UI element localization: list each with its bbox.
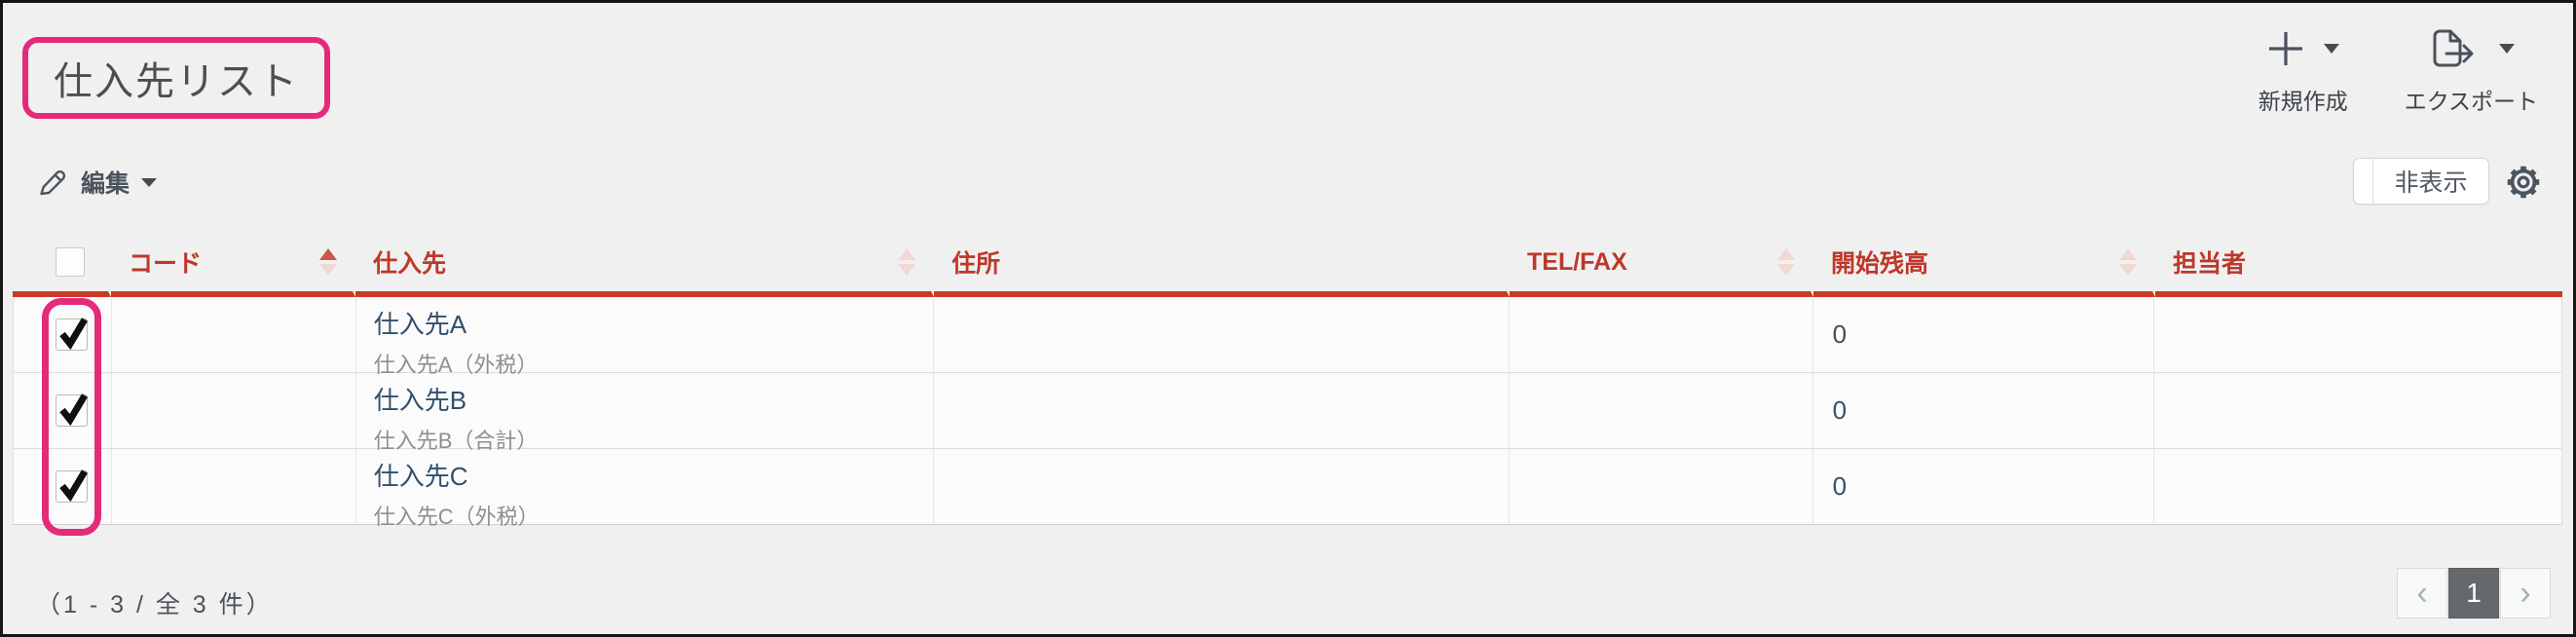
- table-row[interactable]: 仕入先C 仕入先C（外税） 0: [14, 449, 2561, 529]
- hide-button[interactable]: 非表示: [2353, 158, 2489, 205]
- cell-telfax: [1510, 373, 1813, 448]
- cell-address: [934, 449, 1510, 524]
- cell-code: [112, 373, 356, 448]
- hide-button-left-segment: [2354, 159, 2373, 204]
- cell-balance: 0: [1813, 297, 2155, 372]
- table-header-row: コード 仕入先 住所 TEL/FAX 開始残高 担当者: [13, 233, 2562, 297]
- cell-code: [112, 297, 356, 372]
- row-checkbox-cell: [14, 373, 112, 448]
- column-header-telfax[interactable]: TEL/FAX: [1510, 233, 1813, 297]
- supplier-sublabel: 仕入先B（合計）: [373, 429, 539, 453]
- sort-arrows-balance-icon[interactable]: [2119, 248, 2137, 276]
- select-all-checkbox[interactable]: [56, 247, 85, 277]
- cell-supplier: 仕入先B 仕入先B（合計）: [356, 373, 935, 453]
- gear-icon: [2507, 166, 2540, 199]
- supplier-link[interactable]: 仕入先B: [373, 386, 467, 415]
- pencil-icon: [40, 170, 66, 196]
- table-body: 仕入先A 仕入先A（外税） 0 仕入先B 仕入先B（合計）: [13, 297, 2562, 529]
- cell-supplier: 仕入先A 仕入先A（外税）: [356, 297, 935, 377]
- cell-supplier: 仕入先C 仕入先C（外税）: [356, 449, 935, 529]
- page-title-highlight: 仕入先リスト: [22, 37, 330, 119]
- cell-telfax: [1510, 297, 1813, 372]
- edit-dropdown-caret-icon[interactable]: [141, 177, 158, 187]
- row-checkbox-checked[interactable]: [56, 469, 89, 503]
- edit-button-label: 編集: [81, 170, 131, 198]
- supplier-link[interactable]: 仕入先C: [373, 462, 468, 491]
- column-header-balance[interactable]: 開始残高: [1813, 233, 2155, 297]
- supplier-sublabel: 仕入先A（外税）: [373, 353, 539, 377]
- export-icon[interactable]: [2427, 27, 2480, 70]
- column-header-balance-label: 開始残高: [1831, 250, 1929, 278]
- create-record-label[interactable]: 新規作成: [2258, 89, 2348, 114]
- cell-balance: 0: [1813, 449, 2155, 524]
- column-header-manager-label: 担当者: [2173, 250, 2247, 278]
- column-header-supplier[interactable]: 仕入先: [355, 233, 934, 297]
- table-row[interactable]: 仕入先B 仕入先B（合計） 0: [14, 373, 2561, 453]
- column-header-address[interactable]: 住所: [934, 233, 1510, 297]
- supplier-link[interactable]: 仕入先A: [373, 310, 467, 339]
- pagination: ‹ 1 ›: [2397, 568, 2551, 618]
- cell-address: [934, 297, 1510, 372]
- settings-button[interactable]: [2503, 161, 2544, 204]
- export-group: エクスポート: [2405, 17, 2538, 116]
- plus-icon[interactable]: [2267, 30, 2304, 67]
- column-header-telfax-label: TEL/FAX: [1527, 247, 1627, 276]
- next-page-button[interactable]: ›: [2500, 568, 2551, 618]
- page-title: 仕入先リスト: [54, 60, 299, 103]
- cell-manager: [2154, 449, 2561, 524]
- cell-code: [112, 449, 356, 524]
- row-checkbox-cell: [14, 449, 112, 524]
- export-label[interactable]: エクスポート: [2404, 89, 2538, 114]
- edit-button[interactable]: 編集: [36, 165, 158, 200]
- column-header-address-label: 住所: [952, 250, 1001, 278]
- sort-arrows-telfax-icon[interactable]: [1777, 248, 1795, 276]
- create-dropdown-caret-icon[interactable]: [2323, 44, 2339, 54]
- row-checkbox-checked[interactable]: [56, 318, 89, 351]
- current-page-button[interactable]: 1: [2448, 568, 2499, 618]
- hide-button-label: 非表示: [2394, 169, 2468, 197]
- top-action-bar: 新規作成 エクスポート: [2259, 17, 2538, 116]
- supplier-sublabel: 仕入先C（外税）: [373, 505, 540, 529]
- row-checkbox-cell: [14, 297, 112, 372]
- column-header-code[interactable]: コード: [111, 233, 355, 297]
- table-row[interactable]: 仕入先A 仕入先A（外税） 0: [14, 297, 2561, 377]
- column-header-manager[interactable]: 担当者: [2155, 233, 2562, 297]
- sort-arrows-supplier-icon[interactable]: [898, 248, 915, 276]
- row-checkbox-checked[interactable]: [56, 393, 89, 427]
- header-checkbox-cell: [13, 233, 111, 297]
- create-record-group: 新規作成: [2259, 17, 2348, 116]
- cell-telfax: [1510, 449, 1813, 524]
- sort-arrows-code-icon[interactable]: [319, 248, 337, 276]
- column-header-code-label: コード: [129, 250, 203, 278]
- cell-balance: 0: [1813, 373, 2155, 448]
- cell-manager: [2154, 373, 2561, 448]
- supplier-table: コード 仕入先 住所 TEL/FAX 開始残高 担当者: [13, 233, 2562, 529]
- cell-manager: [2154, 297, 2561, 372]
- export-dropdown-caret-icon[interactable]: [2499, 44, 2516, 54]
- cell-address: [934, 373, 1510, 448]
- record-count: （1 - 3 / 全 3 件）: [36, 591, 274, 618]
- column-header-supplier-label: 仕入先: [373, 250, 447, 278]
- prev-page-button[interactable]: ‹: [2397, 568, 2447, 618]
